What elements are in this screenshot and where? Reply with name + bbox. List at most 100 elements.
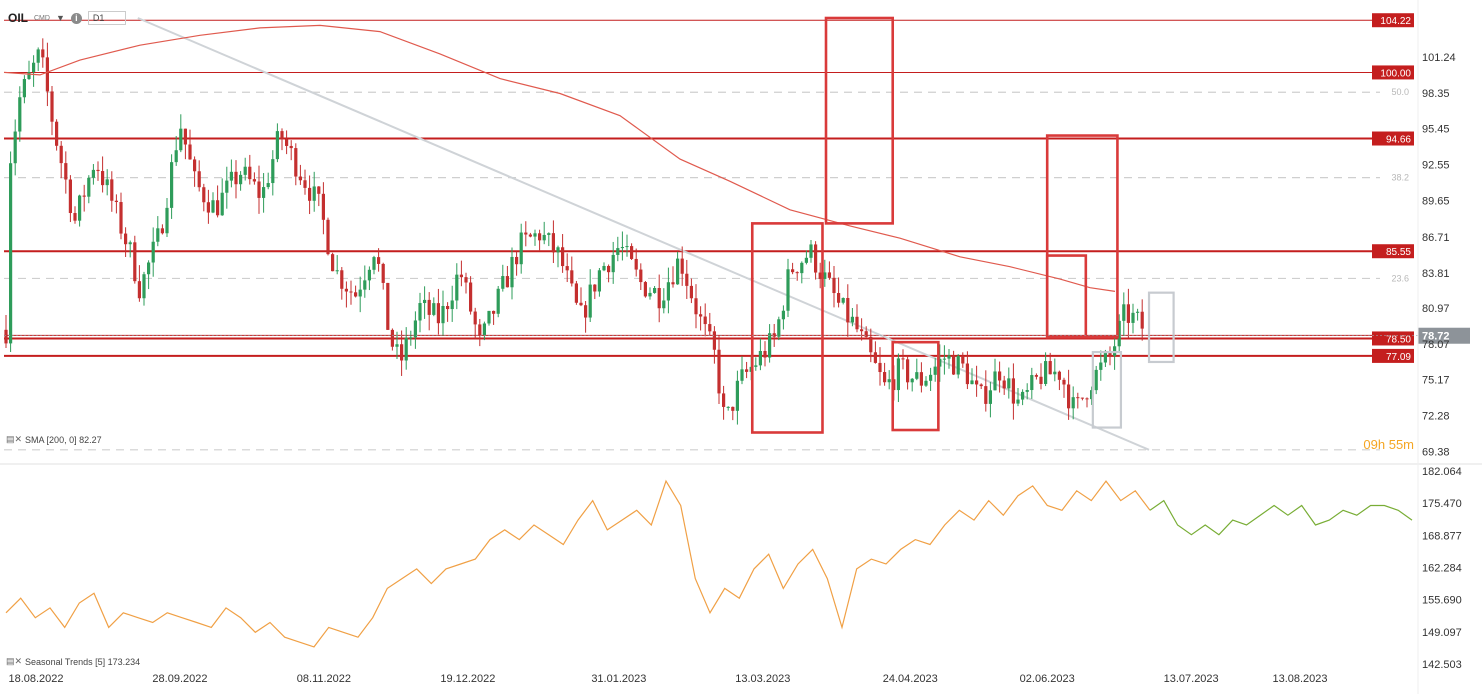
candle-body[interactable]	[906, 359, 910, 383]
candle-body[interactable]	[837, 293, 841, 303]
candle-body[interactable]	[781, 310, 785, 320]
trendline[interactable]	[137, 17, 1150, 451]
candle-body[interactable]	[193, 159, 197, 172]
candle-body[interactable]	[183, 128, 187, 145]
candle-body[interactable]	[377, 257, 381, 264]
candle-body[interactable]	[91, 169, 95, 178]
candle-body[interactable]	[252, 179, 256, 182]
candle-body[interactable]	[124, 233, 128, 245]
candle-body[interactable]	[128, 242, 132, 245]
candle-body[interactable]	[225, 180, 229, 193]
candle-body[interactable]	[639, 269, 643, 283]
candle-body[interactable]	[929, 374, 933, 381]
candle-body[interactable]	[257, 181, 261, 198]
candle-body[interactable]	[354, 292, 358, 297]
candle-body[interactable]	[758, 350, 762, 366]
candle-body[interactable]	[1048, 361, 1052, 375]
candle-body[interactable]	[45, 57, 49, 92]
candle-body[interactable]	[482, 323, 486, 336]
candle-body[interactable]	[887, 379, 891, 383]
candle-body[interactable]	[919, 372, 923, 386]
candle-body[interactable]	[984, 386, 988, 404]
candle-body[interactable]	[78, 195, 82, 221]
candle-body[interactable]	[556, 247, 560, 253]
candle-body[interactable]	[1034, 375, 1038, 377]
candle-body[interactable]	[487, 310, 491, 324]
candle-body[interactable]	[979, 384, 983, 387]
candle-body[interactable]	[542, 234, 546, 241]
candle-body[interactable]	[96, 169, 100, 172]
candle-body[interactable]	[676, 258, 680, 285]
candle-body[interactable]	[515, 256, 519, 265]
candle-body[interactable]	[409, 337, 413, 339]
candle-body[interactable]	[114, 200, 118, 203]
candle-body[interactable]	[800, 262, 804, 274]
candle-body[interactable]	[174, 150, 178, 163]
candle-body[interactable]	[1136, 311, 1140, 313]
candle-body[interactable]	[1090, 390, 1094, 400]
candle-body[interactable]	[602, 265, 606, 271]
candle-body[interactable]	[510, 256, 514, 288]
candle-body[interactable]	[432, 303, 436, 315]
candle-body[interactable]	[331, 254, 335, 272]
candle-body[interactable]	[229, 171, 233, 181]
candle-body[interactable]	[133, 242, 137, 282]
candle-body[interactable]	[202, 187, 206, 203]
candle-body[interactable]	[864, 331, 868, 337]
candle-body[interactable]	[64, 163, 68, 180]
candle-body[interactable]	[574, 283, 578, 303]
candle-body[interactable]	[952, 355, 956, 375]
candle-body[interactable]	[285, 139, 289, 146]
candle-body[interactable]	[308, 187, 312, 201]
candle-body[interactable]	[478, 324, 482, 336]
candle-body[interactable]	[160, 228, 164, 234]
candle-body[interactable]	[763, 350, 767, 358]
candle-body[interactable]	[110, 179, 114, 201]
sma-indicator-legend[interactable]: ▤✕ SMA [200, 0] 82.27	[6, 434, 102, 445]
candle-body[interactable]	[36, 49, 40, 63]
info-icon[interactable]: i	[70, 12, 82, 24]
candle-body[interactable]	[82, 195, 86, 197]
candle-body[interactable]	[381, 263, 385, 283]
candle-body[interactable]	[970, 380, 974, 385]
candle-body[interactable]	[786, 269, 790, 311]
candle-body[interactable]	[597, 270, 601, 292]
candle-body[interactable]	[1108, 352, 1112, 356]
candle-body[interactable]	[151, 241, 155, 263]
candle-body[interactable]	[317, 186, 321, 194]
candle-body[interactable]	[216, 200, 220, 216]
candle-body[interactable]	[1002, 380, 1006, 389]
candle-body[interactable]	[119, 202, 123, 234]
candle-body[interactable]	[1126, 304, 1130, 323]
candle-body[interactable]	[947, 355, 951, 359]
candle-body[interactable]	[740, 369, 744, 381]
candle-body[interactable]	[1057, 371, 1061, 380]
candle-body[interactable]	[846, 298, 850, 323]
candle-body[interactable]	[1025, 390, 1029, 392]
candle-body[interactable]	[662, 300, 666, 309]
candle-body[interactable]	[418, 303, 422, 321]
candle-body[interactable]	[326, 219, 330, 255]
candle-body[interactable]	[579, 302, 583, 306]
candle-body[interactable]	[390, 329, 394, 347]
price-level-tag[interactable]	[1372, 331, 1414, 346]
candle-body[interactable]	[427, 299, 431, 315]
candle-body[interactable]	[910, 378, 914, 383]
candle-body[interactable]	[956, 355, 960, 375]
candle-body[interactable]	[551, 233, 555, 253]
candle-body[interactable]	[860, 329, 864, 332]
candle-body[interactable]	[239, 174, 243, 185]
candle-body[interactable]	[855, 316, 859, 330]
candle-body[interactable]	[59, 145, 63, 164]
candle-body[interactable]	[188, 144, 192, 160]
candle-body[interactable]	[584, 305, 588, 318]
candle-body[interactable]	[395, 344, 399, 347]
candle-body[interactable]	[340, 270, 344, 289]
price-level-tag[interactable]	[1372, 131, 1414, 146]
candle-body[interactable]	[211, 200, 215, 213]
candle-body[interactable]	[243, 166, 247, 175]
indicator-menu-icon[interactable]: ▤✕	[6, 656, 23, 666]
candle-body[interactable]	[607, 265, 611, 273]
candle-body[interactable]	[901, 358, 905, 360]
candle-body[interactable]	[699, 314, 703, 317]
